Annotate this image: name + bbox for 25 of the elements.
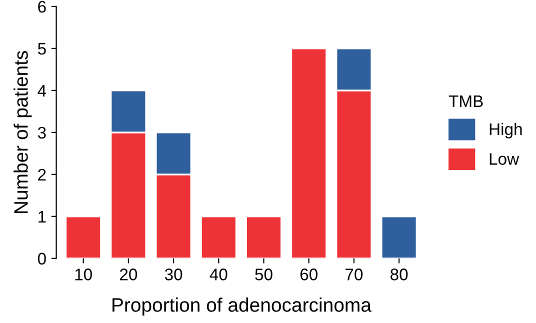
x-tick-label: 10 [75,268,92,280]
x-tick-label: 50 [255,268,272,280]
bar [64,216,102,258]
x-axis-title: Proportion of adenocarcinoma [112,298,372,316]
bar [380,216,418,258]
y-tick-label: 3 [38,126,46,139]
legend-label: Low [490,153,520,165]
bar [200,216,238,258]
x-tick-label: 30 [164,268,182,280]
y-tick-label: 6 [38,0,46,13]
bar [245,216,282,258]
y-tick-label: 2 [38,168,46,180]
x-tick-label: 60 [300,268,318,280]
y-tick-label: 5 [38,43,46,55]
y-axis-title: Number of patients [14,50,32,213]
x-tick-label: 70 [346,268,363,280]
y-tick-label: 4 [38,85,46,96]
legend-label: High [490,122,522,138]
x-tick-label: 20 [120,268,138,280]
y-tick-label: 0 [38,252,46,265]
bar [290,48,328,258]
x-tick-label: 40 [210,268,228,280]
x-tick-label: 80 [390,268,408,280]
legend-title: TMB [448,96,483,107]
y-tick-label: 1 [38,210,46,222]
